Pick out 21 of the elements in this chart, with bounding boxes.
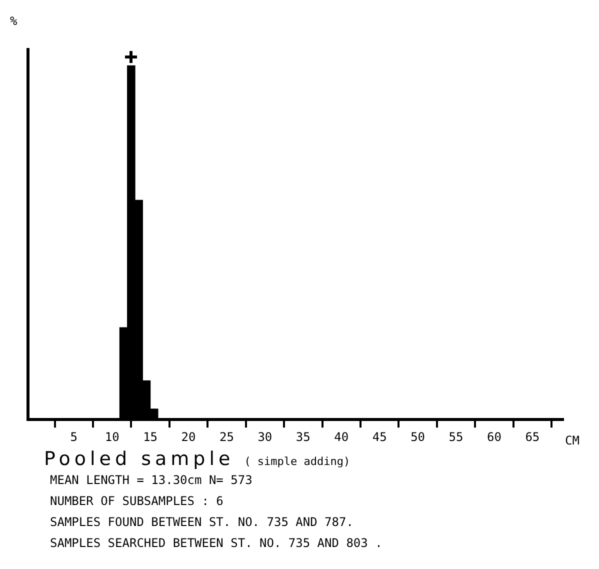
x-tick-label: 5: [70, 430, 78, 444]
x-tick-label: 60: [486, 430, 502, 444]
y-axis-title: %: [10, 14, 18, 28]
x-tick-label: 30: [258, 430, 272, 444]
x-tick-label: 65: [525, 430, 540, 444]
x-tick-label: 55: [448, 430, 464, 444]
x-tick-label: 20: [181, 430, 196, 444]
text: ( simple adding): [244, 455, 350, 468]
text: SAMPLES FOUND BETWEEN ST. NO. 735 AND 787.: [50, 514, 354, 531]
text: Pooled sample: [44, 448, 234, 470]
x-tick-label: 40: [334, 430, 349, 444]
x-tick-label: 35: [296, 430, 310, 444]
x-axis-title: CM: [565, 434, 580, 448]
text: MEAN LENGTH = 13.30cm N= 573: [50, 472, 254, 489]
x-tick-label: 25: [219, 430, 234, 444]
text: NUMBER OF SUBSAMPLES : 6: [50, 493, 224, 510]
x-tick-label: 10: [104, 430, 120, 444]
text: SAMPLES SEARCHED BETWEEN ST. NO. 735 AND 803 .: [50, 535, 384, 552]
x-tick-label: 50: [410, 430, 426, 444]
x-tick-label: 45: [372, 430, 387, 444]
x-tick-label: 15: [143, 430, 158, 444]
